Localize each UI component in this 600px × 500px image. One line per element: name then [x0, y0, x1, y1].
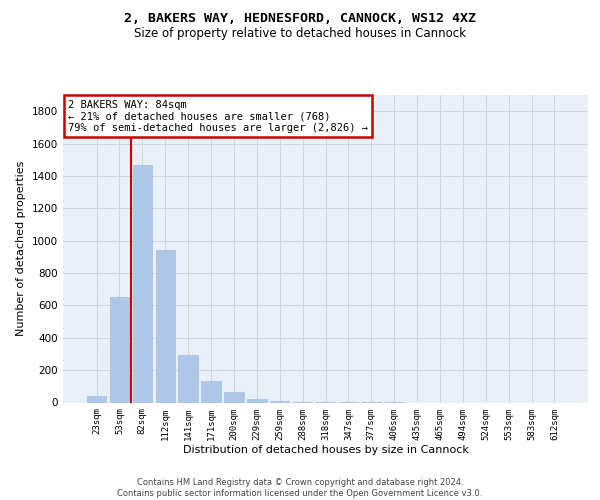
- Y-axis label: Number of detached properties: Number of detached properties: [16, 161, 26, 336]
- Text: 2, BAKERS WAY, HEDNESFORD, CANNOCK, WS12 4XZ: 2, BAKERS WAY, HEDNESFORD, CANNOCK, WS12…: [124, 12, 476, 26]
- Bar: [133, 164, 152, 402]
- X-axis label: Distribution of detached houses by size in Cannock: Distribution of detached houses by size …: [182, 445, 469, 455]
- Text: 2 BAKERS WAY: 84sqm
← 21% of detached houses are smaller (768)
79% of semi-detac: 2 BAKERS WAY: 84sqm ← 21% of detached ho…: [68, 100, 368, 133]
- Bar: [247, 399, 266, 402]
- Bar: [224, 392, 244, 402]
- Bar: [110, 298, 129, 403]
- Text: Contains HM Land Registry data © Crown copyright and database right 2024.
Contai: Contains HM Land Registry data © Crown c…: [118, 478, 482, 498]
- Bar: [270, 400, 289, 402]
- Text: Size of property relative to detached houses in Cannock: Size of property relative to detached ho…: [134, 28, 466, 40]
- Bar: [202, 382, 221, 402]
- Bar: [155, 250, 175, 402]
- Bar: [87, 396, 106, 402]
- Bar: [178, 355, 198, 403]
